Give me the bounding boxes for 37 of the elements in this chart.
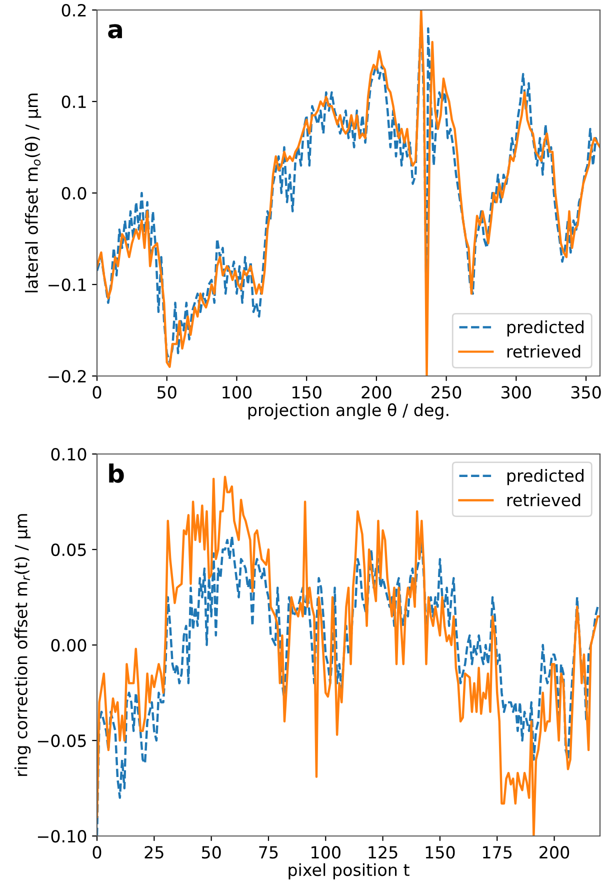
x-tick-label: 150 [292,386,322,399]
y-tick-label: 0.2 [62,4,86,17]
x-tick-label: 50 [202,846,221,859]
y-axis-title: lateral offset m$_{o}$(θ) / μm [24,94,42,292]
x-tick-label: 50 [158,386,176,399]
chart-title: b [109,464,124,483]
x-axis-title: projection angle θ / deg. [248,403,448,420]
legend-label: retrieved [507,344,580,358]
x-tick-label: 350 [571,386,601,399]
y-tick-label: 0.10 [51,448,86,461]
x-tick-label: 250 [432,386,462,399]
x-tick-label: 25 [144,846,164,859]
chart-title: a [108,24,122,38]
x-tick-label: 200 [540,846,570,859]
legend-label: predicted [507,469,584,486]
x-tick-label: 100 [222,386,252,399]
y-tick-label: 0.05 [51,543,86,556]
y-tick-label: −0.10 [38,830,86,843]
y-tick-label: 0.1 [62,95,86,108]
x-tick-label: 300 [502,386,531,399]
x-tick-label: 100 [312,846,340,859]
x-tick-label: 200 [362,386,392,399]
y-tick-label: 0.0 [62,186,86,200]
x-tick-label: 0 [92,386,102,399]
y-tick-label: −0.05 [38,734,86,748]
y-axis-title: ring correction offset m$_{r}$(t) / μm [14,514,31,776]
x-tick-label: 150 [426,846,455,859]
y-tick-label: −0.1 [48,278,86,292]
x-tick-label: 125 [368,846,398,859]
x-axis-title: pixel position t [288,863,410,880]
y-tick-label: −0.2 [48,370,86,383]
x-tick-label: 175 [483,846,512,859]
x-tick-label: 0 [92,846,102,859]
y-tick-label: 0.00 [51,638,86,652]
x-tick-label: 75 [259,846,278,859]
legend-label: retrieved [507,493,580,506]
legend-label: predicted [507,320,584,337]
